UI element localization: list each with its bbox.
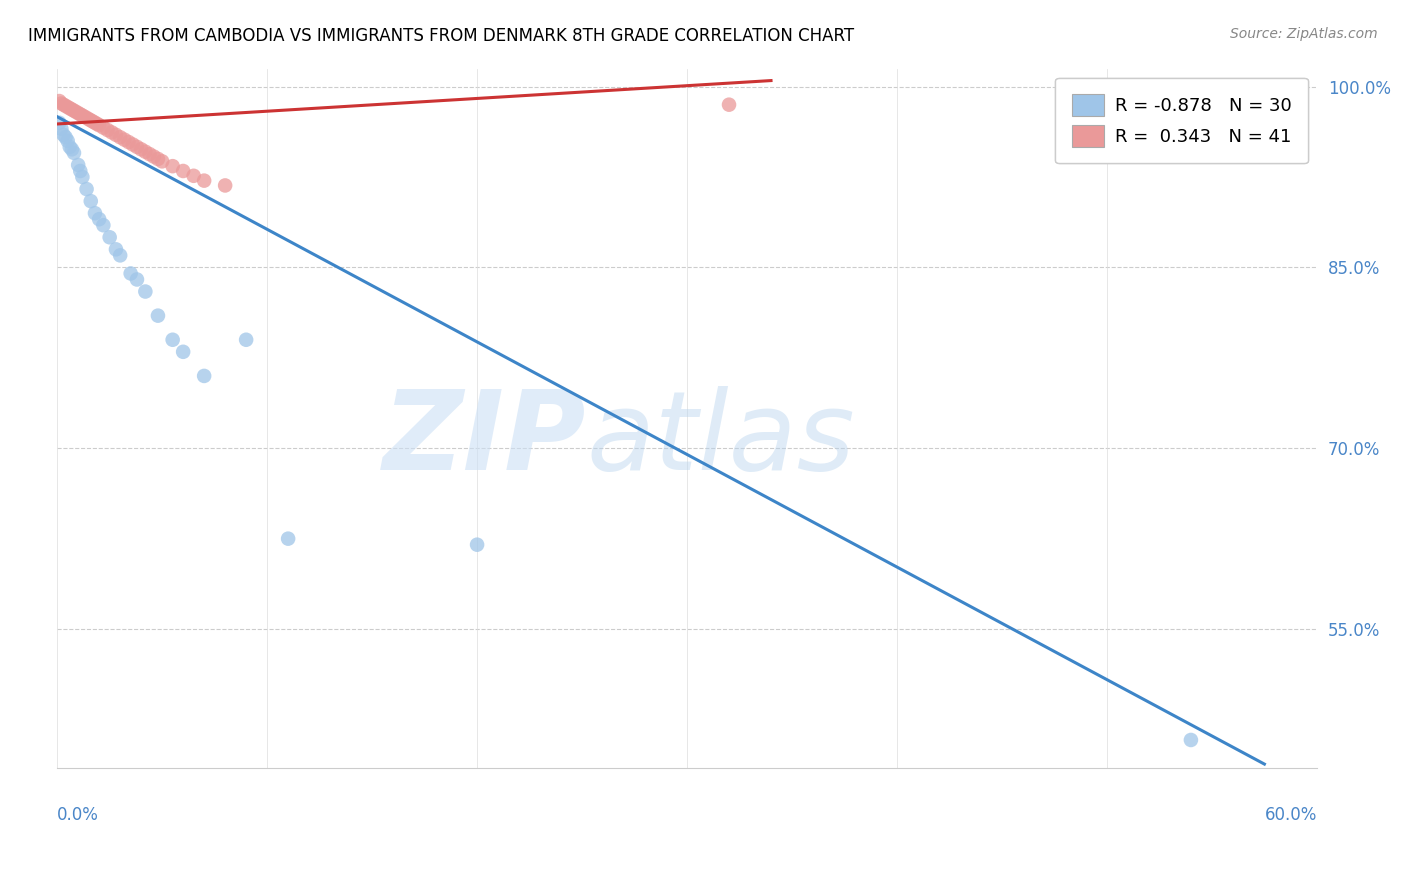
Point: [73, 110, 96, 124]
Point: [80, 113, 103, 128]
Point: [125, 272, 148, 286]
Point: [138, 147, 160, 161]
Point: [277, 532, 299, 546]
Point: [235, 333, 257, 347]
Point: [117, 135, 139, 149]
Point: [86, 117, 108, 131]
Point: [104, 243, 127, 257]
Point: [193, 368, 215, 383]
Point: [67, 106, 90, 120]
Text: 60.0%: 60.0%: [1264, 806, 1317, 824]
Point: [134, 285, 156, 299]
Text: Source: ZipAtlas.com: Source: ZipAtlas.com: [1230, 27, 1378, 41]
Point: [150, 154, 173, 169]
Point: [76, 182, 98, 196]
Point: [56, 100, 79, 114]
Point: [89, 212, 111, 227]
Text: IMMIGRANTS FROM CAMBODIA VS IMMIGRANTS FROM DENMARK 8TH GRADE CORRELATION CHART: IMMIGRANTS FROM CAMBODIA VS IMMIGRANTS F…: [28, 27, 855, 45]
Point: [98, 230, 121, 244]
Point: [77, 112, 100, 127]
Text: 0.0%: 0.0%: [58, 806, 98, 824]
Point: [69, 164, 91, 178]
Point: [59, 140, 82, 154]
Point: [214, 178, 236, 193]
Point: [104, 128, 127, 142]
Point: [162, 333, 184, 347]
Point: [108, 248, 131, 262]
Point: [84, 116, 107, 130]
Point: [55, 99, 77, 113]
Point: [63, 103, 86, 118]
Point: [146, 152, 169, 166]
Point: [72, 169, 94, 184]
Point: [59, 101, 82, 115]
Point: [60, 142, 83, 156]
Point: [72, 109, 94, 123]
Point: [172, 344, 194, 359]
Point: [172, 164, 194, 178]
Point: [183, 169, 205, 183]
Point: [108, 130, 131, 145]
Point: [146, 309, 169, 323]
Point: [142, 149, 165, 163]
Point: [48, 94, 70, 108]
Point: [80, 194, 103, 208]
Text: ZIP: ZIP: [382, 385, 586, 492]
Point: [60, 103, 83, 117]
Point: [69, 107, 91, 121]
Point: [134, 145, 156, 159]
Point: [63, 145, 86, 160]
Point: [100, 125, 122, 139]
Point: [67, 158, 90, 172]
Point: [162, 159, 184, 173]
Point: [97, 123, 120, 137]
Point: [76, 111, 98, 125]
Point: [121, 137, 143, 152]
Point: [52, 97, 75, 112]
Point: [65, 104, 87, 119]
Point: [52, 128, 75, 142]
Point: [129, 142, 152, 156]
Point: [55, 130, 77, 145]
Point: [84, 206, 107, 220]
Point: [1180, 733, 1202, 747]
Point: [125, 140, 148, 154]
Point: [51, 121, 73, 136]
Point: [82, 114, 104, 128]
Point: [193, 174, 215, 188]
Point: [89, 118, 111, 132]
Point: [93, 120, 115, 135]
Point: [718, 97, 741, 112]
Point: [51, 96, 73, 111]
Point: [465, 538, 488, 552]
Point: [56, 134, 79, 148]
Point: [48, 116, 70, 130]
Point: [112, 133, 135, 147]
Point: [93, 219, 115, 233]
Legend: R = -0.878   N = 30, R =  0.343   N = 41: R = -0.878 N = 30, R = 0.343 N = 41: [1056, 78, 1308, 163]
Point: [120, 267, 142, 281]
Text: atlas: atlas: [586, 385, 855, 492]
